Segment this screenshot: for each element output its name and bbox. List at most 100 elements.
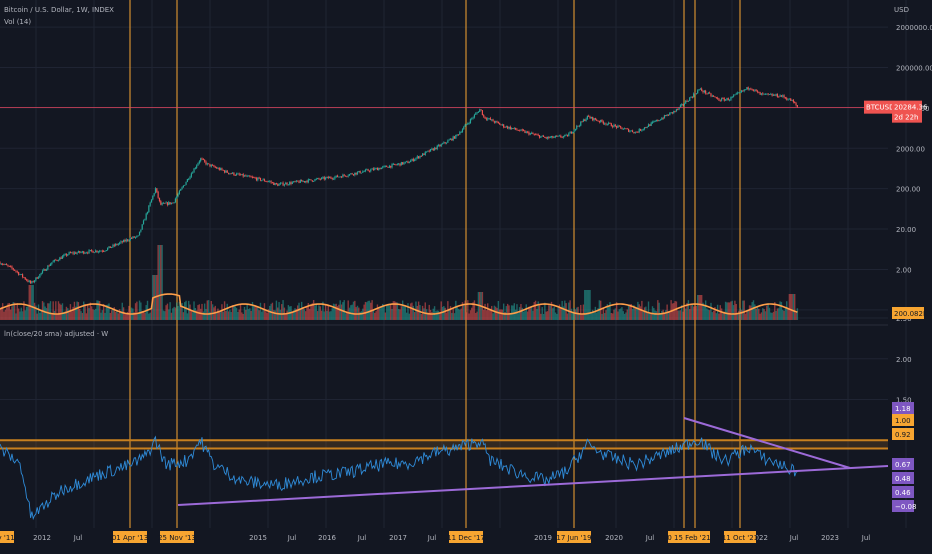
price-candle <box>549 137 551 138</box>
volume-bar <box>149 312 151 320</box>
volume-bar <box>190 309 193 320</box>
price-candle <box>83 251 85 254</box>
volume-bar <box>440 301 442 320</box>
volume-bar <box>610 312 613 320</box>
volume-bar <box>60 304 62 320</box>
price-candle <box>594 118 596 120</box>
volume-bar <box>634 307 636 320</box>
price-candle <box>697 90 699 94</box>
volume-bar <box>199 308 202 320</box>
price-candle <box>647 124 650 127</box>
price-candle <box>136 235 138 237</box>
volume-bar <box>144 312 146 320</box>
volume-bar <box>93 309 96 320</box>
volume-bar <box>764 311 767 320</box>
volume-bar <box>40 310 42 320</box>
indicator-tag: 1.18 <box>892 402 914 414</box>
price-candle <box>629 130 631 132</box>
volume-bar <box>411 302 413 320</box>
volume-bar <box>463 305 465 320</box>
price-candle <box>736 92 739 94</box>
price-candle <box>475 113 477 115</box>
volume-bar <box>476 311 478 320</box>
price-candle <box>516 129 518 131</box>
price-candle <box>194 167 196 169</box>
price-candle <box>317 178 319 179</box>
volume-bar <box>404 306 407 320</box>
price-candle <box>258 177 260 179</box>
price-candle <box>23 277 25 278</box>
price-candle <box>297 180 299 182</box>
volume-bar <box>603 313 606 320</box>
volume-bar <box>65 306 68 320</box>
bottom-time-axis[interactable]: 2012 Jul 2015 Jul 2016 Jul 2017 Jul 2019 Jul 2020 J… <box>0 529 932 550</box>
right-price-axis[interactable]: 2000000.00200000.0020000.002000.00200.00… <box>864 24 932 512</box>
price-candle <box>391 164 393 168</box>
support-trendline <box>177 465 889 506</box>
price-candle <box>634 131 636 133</box>
price-candle <box>149 202 151 206</box>
price-candle <box>693 93 695 98</box>
volume-bar <box>372 309 375 320</box>
price-candle <box>717 97 719 99</box>
volume-bar <box>102 303 105 320</box>
price-candle <box>677 109 679 111</box>
price-candle <box>485 118 487 120</box>
price-candle <box>388 165 390 168</box>
volume-bar <box>540 313 542 320</box>
price-candle <box>237 173 239 175</box>
volume-bar <box>112 308 114 320</box>
price-candle <box>651 121 654 123</box>
volume-bar <box>375 311 377 320</box>
price-candle <box>578 125 581 127</box>
price-candle <box>201 158 203 160</box>
price-candle <box>507 126 509 129</box>
price-candle <box>505 126 507 128</box>
price-candle <box>709 92 711 94</box>
price-candle <box>662 118 664 119</box>
volume-bar <box>451 312 453 320</box>
price-candle <box>727 98 729 101</box>
price-candle <box>330 177 332 179</box>
volume-bar <box>157 245 159 320</box>
price-candle <box>45 269 48 271</box>
volume-bar <box>158 245 161 320</box>
time-tick-label: 2017 <box>389 534 407 542</box>
volume-bar <box>437 310 440 320</box>
price-candle <box>14 269 16 271</box>
price-candle <box>501 124 503 126</box>
volume-bar <box>746 310 748 320</box>
price-candle <box>468 123 470 124</box>
indicator-tag: 1.00 <box>892 414 914 426</box>
price-candle <box>437 145 440 146</box>
indicator-tag-bg <box>892 486 914 498</box>
price-candle <box>44 269 46 271</box>
volume-bar <box>401 300 404 320</box>
price-candle <box>12 268 14 270</box>
volume-bar <box>521 307 523 320</box>
volume-bar <box>368 300 371 320</box>
volume-bar <box>673 303 675 320</box>
volume-bar <box>403 306 405 320</box>
volume-bar <box>475 312 477 320</box>
price-candle <box>18 272 20 275</box>
price-candle <box>279 183 282 185</box>
price-candle <box>503 124 505 128</box>
volume-bar <box>140 302 142 320</box>
price-candle <box>134 236 137 238</box>
price-candle <box>496 121 498 122</box>
highlighted-date-bg <box>113 531 147 543</box>
volume-bar <box>392 301 395 320</box>
price-candle <box>443 142 445 144</box>
price-candle <box>382 166 384 168</box>
volume-bar <box>790 294 792 320</box>
price-candle <box>158 197 161 201</box>
volume-bar <box>768 307 771 320</box>
price-candle <box>590 116 592 119</box>
price-candle <box>226 170 228 173</box>
volume-bar <box>592 309 594 320</box>
price-candle <box>100 250 102 252</box>
volume-bar <box>549 305 551 320</box>
